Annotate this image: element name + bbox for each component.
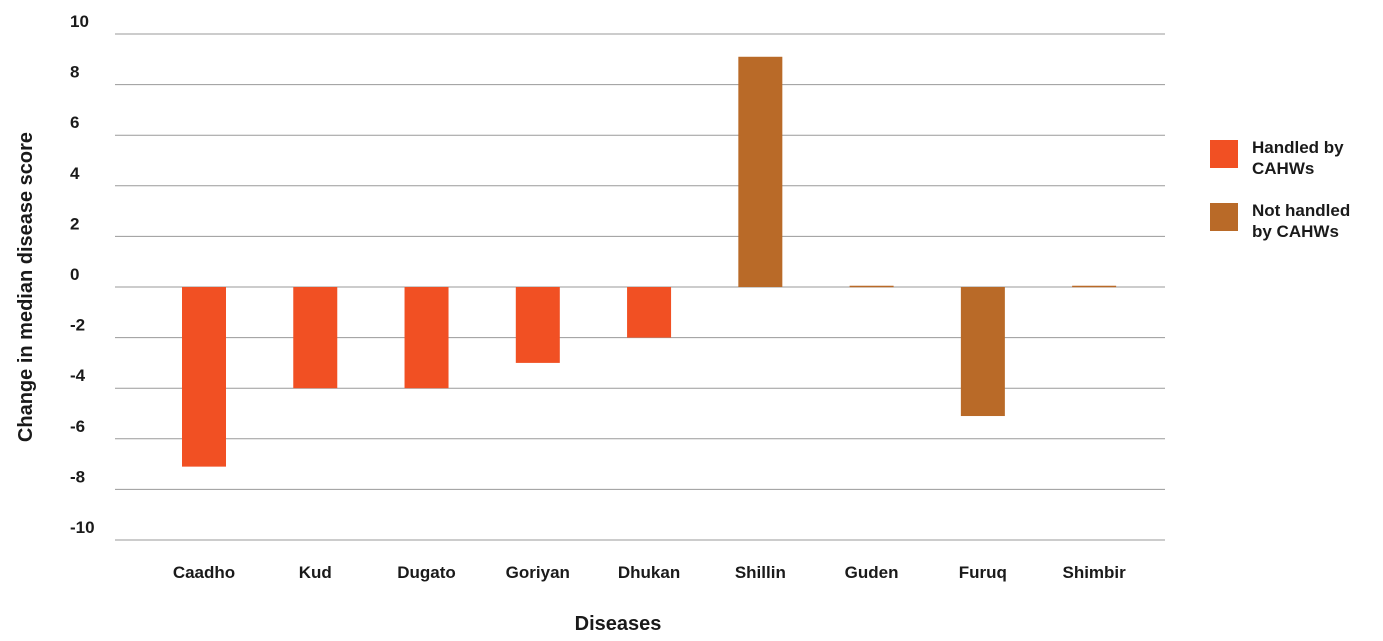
legend-label-not-handled-line2: by CAHWs [1252,222,1339,241]
x-tick-label: Shillin [735,563,786,582]
legend-label-handled-line2: CAHWs [1252,159,1314,178]
y-tick-label: -8 [70,467,85,486]
y-tick-label: 2 [70,214,79,233]
y-tick-label: -4 [70,366,86,385]
y-axis-title: Change in median disease score [15,132,37,442]
legend-label-not-handled-line1: Not handled [1252,201,1350,220]
x-tick-label: Goriyan [506,563,570,582]
x-tick-label: Shimbir [1062,563,1126,582]
y-tick-label: 4 [70,164,80,183]
x-tick-label: Guden [845,563,899,582]
y-tick-label: 8 [70,63,79,82]
x-tick-labels: Caadho Kud Dugato Goriyan Dhukan Shillin Guden… [173,563,1126,582]
x-tick-label: Kud [299,563,332,582]
y-tick-label: 0 [70,265,79,284]
bar-kud [293,287,338,389]
bar-furuq [960,287,1005,417]
bar-goriyan [515,287,560,363]
y-tick-label: -10 [70,518,95,537]
y-tick-label: 6 [70,113,79,132]
legend-swatch-not-handled [1210,203,1238,231]
bars [182,56,1117,467]
bar-dhukan [627,287,672,338]
legend-label-handled-line1: Handled by [1252,138,1344,157]
legend: Handled by CAHWs Not handled by CAHWs [1210,138,1350,241]
y-tick-labels: 10 8 6 4 2 0 -2 -4 -6 -8 -10 [70,12,95,537]
y-tick-label: -2 [70,316,85,335]
bar-shillin [738,56,783,287]
bar-shimbir [1072,285,1117,288]
legend-swatch-handled [1210,140,1238,168]
x-tick-label: Caadho [173,563,235,582]
bar-dugato [404,287,449,389]
x-axis-title: Diseases [575,613,662,635]
x-tick-label: Dugato [397,563,456,582]
bar-caadho [182,287,226,467]
x-tick-label: Furuq [959,563,1007,582]
x-tick-label: Dhukan [618,563,680,582]
bar-guden [849,285,894,288]
y-tick-label: -6 [70,417,85,436]
y-tick-label: 10 [70,12,89,31]
